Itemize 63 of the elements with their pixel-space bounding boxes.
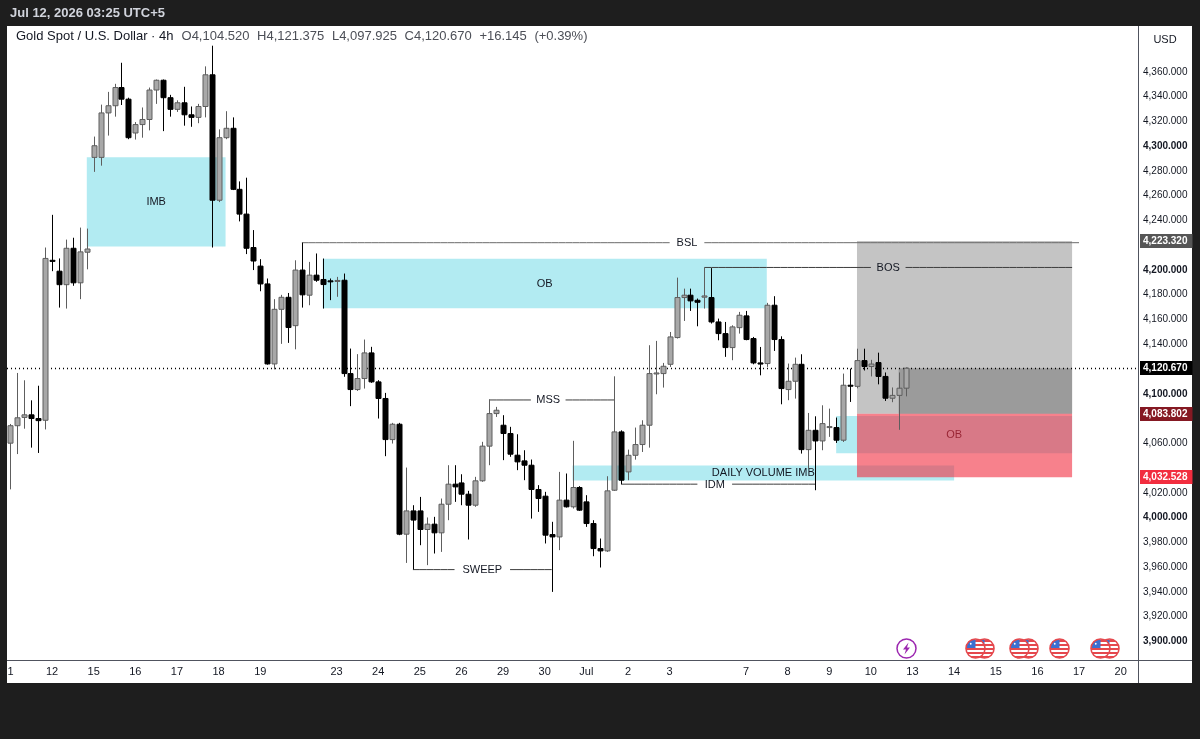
- series-label: BSL: [676, 236, 698, 249]
- x-tick-label: 14: [948, 664, 961, 677]
- y-tick-label: 3,900.000: [1143, 635, 1188, 647]
- x-tick-label: 17: [170, 664, 184, 677]
- x-tick-label: 10: [864, 664, 877, 677]
- x-tick-label: 23: [330, 664, 343, 677]
- x-tick-label: 15: [989, 664, 1002, 677]
- y-tick-label: 4,260.000: [1143, 189, 1188, 201]
- x-tick-label: 19: [254, 664, 267, 677]
- series-label: MSS: [536, 393, 561, 406]
- y-tick-label: 4,060.000: [1143, 437, 1188, 449]
- y-tick-label: 4,140.000: [1143, 337, 1188, 349]
- y-tick-label: 4,320.000: [1143, 115, 1188, 127]
- series-label: SWEEP: [462, 563, 503, 576]
- x-tick-label: 20: [1114, 664, 1127, 677]
- x-tick-label: 8: [784, 664, 791, 677]
- y-tick-label: 3,960.000: [1143, 560, 1188, 572]
- y-tick-label: 4,200.000: [1143, 263, 1188, 275]
- y-tick-label: 4,300.000: [1143, 139, 1188, 151]
- y-tick-label: 4,083.802: [1143, 407, 1188, 419]
- x-tick-label: 16: [129, 664, 142, 677]
- y-tick-label: 4,100.000: [1143, 387, 1188, 399]
- x-tick-label: 9: [826, 664, 833, 677]
- text: DAILY VOLUME IMB: [711, 466, 815, 479]
- chart-title: Gold Spot / U.S. Dollar · 4h: [16, 28, 174, 43]
- y-tick-label: 4,340.000: [1143, 90, 1188, 102]
- x-tick-label: 13: [906, 664, 919, 677]
- y-tick-label: 4,240.000: [1143, 214, 1188, 226]
- x-tick-label: 3: [666, 664, 673, 677]
- x-tick-label: 26: [455, 664, 468, 677]
- series-label: BOS: [876, 261, 900, 273]
- y-tick-label: 4,280.000: [1143, 164, 1188, 176]
- y-axis-title: USD: [1152, 32, 1178, 46]
- x-tick-label: 7: [742, 664, 750, 677]
- y-tick-label: 3,920.000: [1143, 610, 1188, 622]
- y-tick-label: 4,000.000: [1143, 511, 1188, 523]
- y-tick-label: 4,020.000: [1143, 486, 1188, 498]
- y-tick-label: 3,940.000: [1143, 585, 1188, 597]
- x-tick-label: 30: [538, 664, 551, 677]
- x-tick-label: 29: [496, 664, 510, 677]
- text: OB: [536, 276, 553, 289]
- text: IMB: [146, 194, 166, 207]
- x-tick-label: 25: [413, 664, 426, 677]
- text: OB: [946, 427, 963, 440]
- y-tick-label: 4,180.000: [1143, 288, 1188, 300]
- x-tick-label: 12: [45, 664, 59, 677]
- y-tick-label: 4,360.000: [1143, 65, 1188, 77]
- y-tick-label: 4,223.320: [1143, 234, 1188, 246]
- x-tick-label: 1: [7, 664, 14, 677]
- y-tick-label: 3,980.000: [1143, 536, 1188, 548]
- x-tick-label: Jul: [579, 664, 594, 677]
- y-tick-label: 4,160.000: [1143, 313, 1188, 325]
- chart-subtitle: O4,104.520 H4,121.375 L4,097.925 C4,120.670 +16.145 (+0.39%): [181, 28, 588, 43]
- x-tick-label: 24: [372, 664, 385, 677]
- x-tick-label: 18: [212, 664, 225, 677]
- series-label: IDM: [704, 477, 725, 490]
- x-tick-label: 2: [624, 664, 632, 677]
- x-tick-label: 15: [87, 664, 100, 677]
- x-tick-label: 16: [1031, 664, 1044, 677]
- ref-line-label: 4,120.670: [1143, 362, 1188, 374]
- x-tick-label: 17: [1072, 664, 1086, 677]
- y-tick-label: 4,032.528: [1143, 471, 1188, 483]
- text: Jul 12, 2026 03:25 UTC+5: [10, 4, 166, 20]
